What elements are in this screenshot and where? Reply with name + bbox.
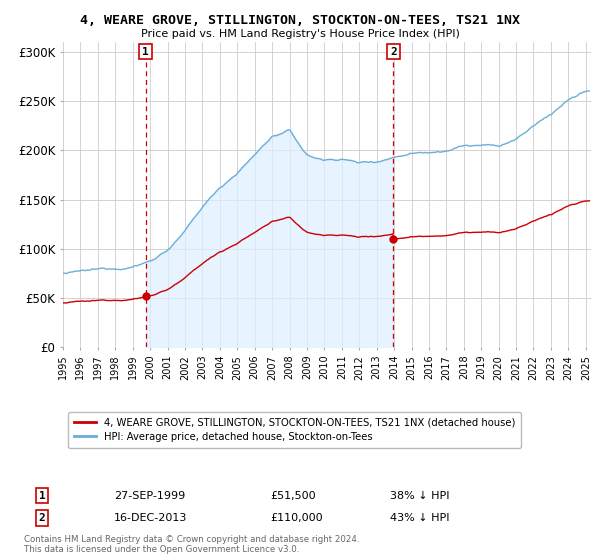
Text: Price paid vs. HM Land Registry's House Price Index (HPI): Price paid vs. HM Land Registry's House …	[140, 29, 460, 39]
Text: 27-SEP-1999: 27-SEP-1999	[114, 491, 185, 501]
Text: £51,500: £51,500	[270, 491, 316, 501]
Text: Contains HM Land Registry data © Crown copyright and database right 2024.
This d: Contains HM Land Registry data © Crown c…	[24, 535, 359, 554]
Text: 2: 2	[38, 513, 46, 523]
Text: 4, WEARE GROVE, STILLINGTON, STOCKTON-ON-TEES, TS21 1NX: 4, WEARE GROVE, STILLINGTON, STOCKTON-ON…	[80, 14, 520, 27]
Text: £110,000: £110,000	[270, 513, 323, 523]
Text: 16-DEC-2013: 16-DEC-2013	[114, 513, 187, 523]
Legend: 4, WEARE GROVE, STILLINGTON, STOCKTON-ON-TEES, TS21 1NX (detached house), HPI: A: 4, WEARE GROVE, STILLINGTON, STOCKTON-ON…	[68, 412, 521, 447]
Text: 2: 2	[390, 46, 397, 57]
Text: 1: 1	[38, 491, 46, 501]
Text: 1: 1	[142, 46, 149, 57]
Text: 38% ↓ HPI: 38% ↓ HPI	[390, 491, 449, 501]
Text: 43% ↓ HPI: 43% ↓ HPI	[390, 513, 449, 523]
